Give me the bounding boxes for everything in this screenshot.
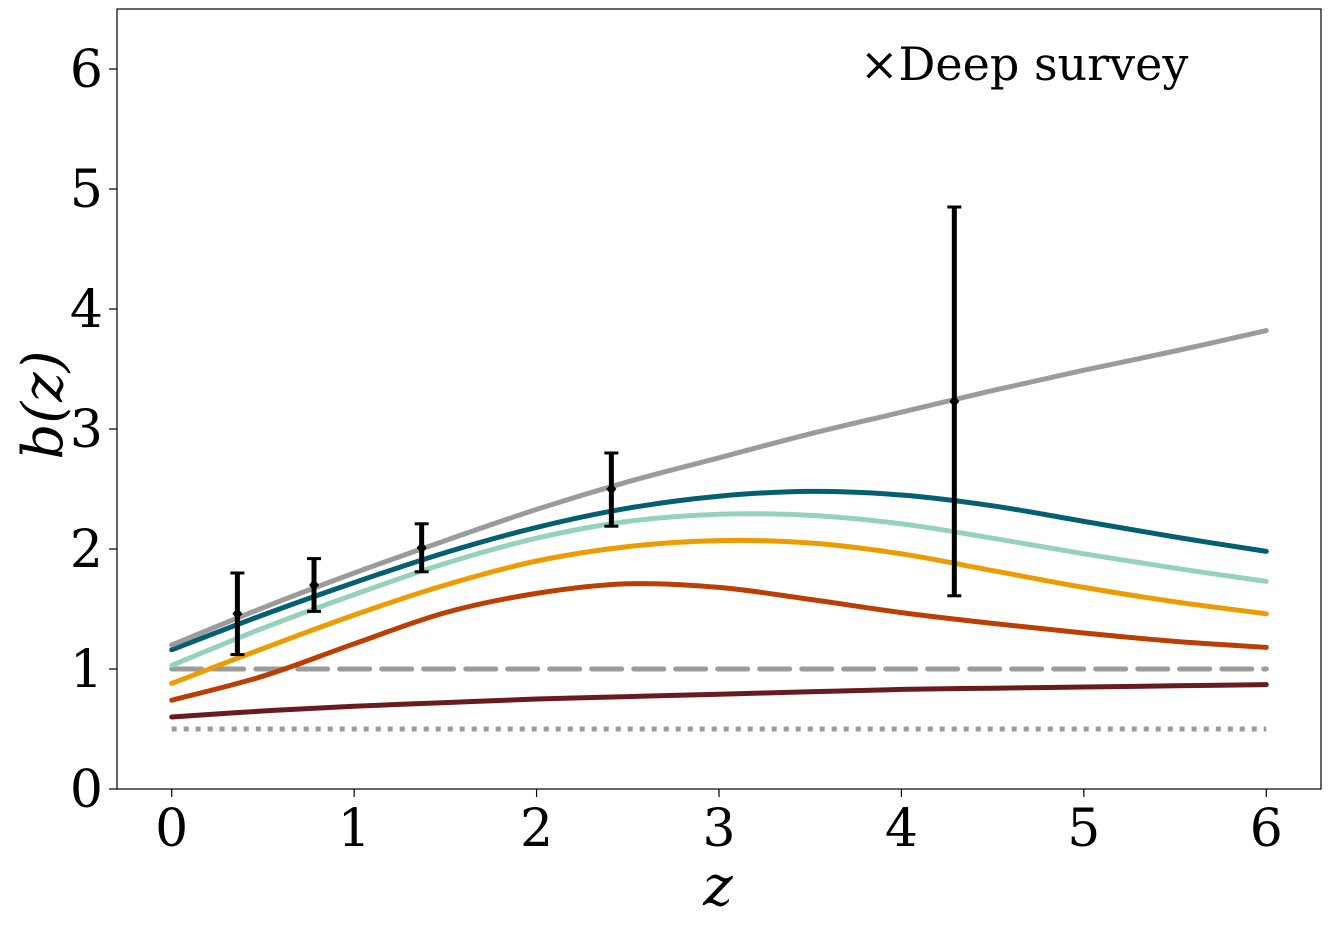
data-point-1 <box>230 571 245 657</box>
x-tick-label: 3 <box>702 799 735 859</box>
y-tick-label: 3 <box>70 400 103 460</box>
series-line-1 <box>169 328 1269 648</box>
x-tick-label: 0 <box>155 799 188 859</box>
plot-area <box>116 8 1322 790</box>
series-layer <box>169 328 1269 732</box>
data-point-4 <box>604 451 619 528</box>
data-point-2 <box>307 557 322 613</box>
x-tick-label: 1 <box>338 799 371 859</box>
x-tick-label: 5 <box>1067 799 1100 859</box>
x-axis-label: z <box>702 854 733 919</box>
series-line-4 <box>169 537 1269 686</box>
point-marker <box>416 541 427 554</box>
x-axis-ticks: 0 1 2 3 4 5 6 <box>155 789 1283 859</box>
point-marker <box>232 607 243 620</box>
y-tick-label: 0 <box>70 760 103 820</box>
y-axis-label: b(z) <box>11 350 76 459</box>
data-point-3 <box>414 522 429 574</box>
series-line-5 <box>169 581 1269 703</box>
annotation-deep-survey: ×Deep survey <box>860 37 1188 91</box>
series-line-2 <box>169 488 1269 653</box>
series-line-3 <box>169 511 1269 668</box>
series-line-6 <box>169 682 1269 720</box>
y-tick-label: 1 <box>70 640 103 700</box>
y-tick-label: 6 <box>70 40 103 100</box>
y-tick-label: 2 <box>70 520 103 580</box>
y-tick-label: 4 <box>70 280 103 340</box>
x-tick-label: 2 <box>520 799 553 859</box>
x-tick-label: 4 <box>885 799 918 859</box>
y-axis-ticks: 0 1 2 3 4 5 6 <box>70 40 117 820</box>
point-marker <box>606 483 617 495</box>
data-points-layer <box>230 205 962 657</box>
data-point-5 <box>947 205 962 598</box>
point-marker <box>309 579 320 591</box>
y-tick-label: 5 <box>70 160 103 220</box>
x-tick-label: 6 <box>1250 799 1283 859</box>
point-marker <box>949 395 960 408</box>
